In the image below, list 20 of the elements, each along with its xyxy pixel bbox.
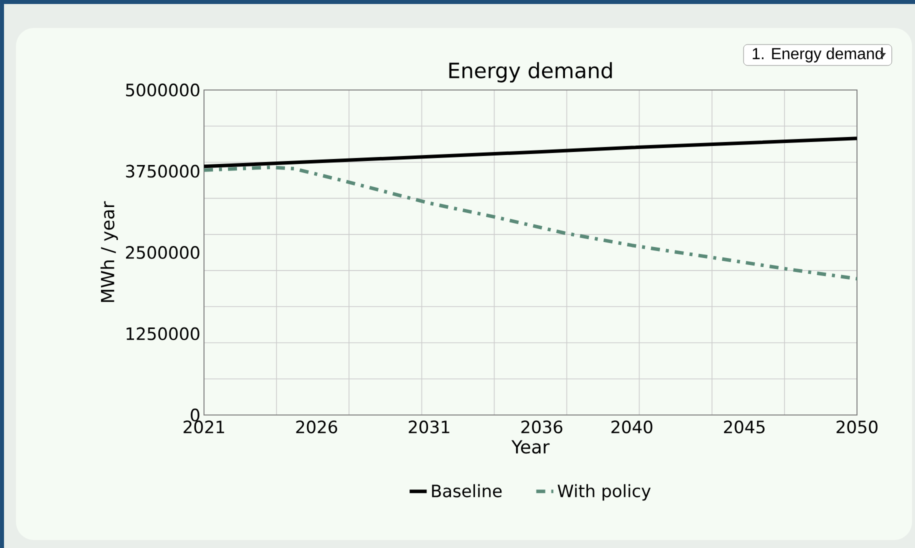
chart-title: Energy demand: [449, 62, 612, 82]
legend-label: Baseline: [432, 484, 502, 498]
text: 1. Energy demand: [752, 48, 883, 62]
x-tick-label: 2026: [296, 420, 338, 434]
x-axis-title: Year: [511, 440, 550, 454]
x-tick-label: 2050: [836, 420, 878, 434]
y-tick-label: 2500000: [126, 246, 200, 259]
y-tick-label: 1250000: [126, 327, 200, 340]
x-tick-label: 2031: [408, 420, 450, 434]
x-tick-label: 2045: [724, 420, 765, 434]
y-axis-title: MWh / year: [100, 201, 118, 302]
line-series: [204, 166, 857, 280]
legend-label: With policy: [558, 484, 651, 501]
y-tick-label: 5000000: [126, 84, 200, 96]
x-tick-label: 2021: [184, 420, 224, 434]
y-tick-label: 0: [190, 408, 200, 422]
x-tick-label: 2036: [521, 420, 562, 434]
x-tick-label: 2040: [611, 420, 652, 434]
y-tick-label: 3750000: [126, 164, 200, 178]
line-series: [204, 136, 857, 168]
